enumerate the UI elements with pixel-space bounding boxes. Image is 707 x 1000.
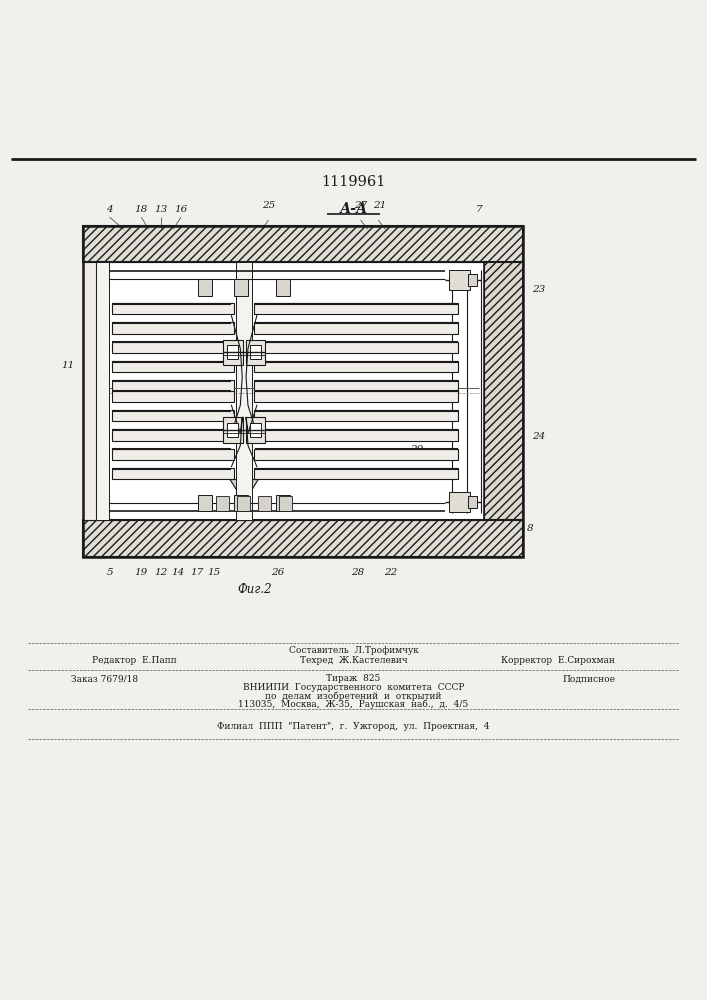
- Bar: [254, 361, 458, 372]
- Bar: [484, 262, 523, 520]
- Text: 21: 21: [373, 201, 386, 210]
- Text: 14: 14: [172, 568, 185, 577]
- Text: 16: 16: [175, 205, 187, 214]
- Bar: [279, 496, 292, 511]
- Bar: [449, 492, 470, 512]
- Bar: [83, 262, 96, 520]
- Text: 7: 7: [476, 205, 483, 214]
- Bar: [254, 303, 458, 314]
- Text: 19: 19: [135, 568, 148, 577]
- Bar: [223, 340, 243, 365]
- Bar: [96, 262, 484, 520]
- Text: Тираж  825: Тираж 825: [327, 674, 380, 683]
- Bar: [112, 303, 234, 314]
- Text: 4: 4: [106, 205, 113, 214]
- Bar: [245, 340, 265, 365]
- Bar: [83, 520, 523, 557]
- Text: 8: 8: [527, 524, 534, 533]
- Bar: [245, 417, 265, 443]
- Bar: [254, 391, 458, 402]
- Text: 15: 15: [207, 568, 220, 577]
- Text: 29: 29: [411, 445, 423, 454]
- Bar: [254, 468, 458, 479]
- Text: Редактор  Е.Папп: Редактор Е.Папп: [92, 656, 177, 665]
- Bar: [254, 342, 458, 353]
- Bar: [468, 496, 477, 508]
- Bar: [112, 322, 234, 334]
- Polygon shape: [230, 479, 258, 502]
- Bar: [112, 429, 234, 441]
- Text: Корректор  Е.Сирохман: Корректор Е.Сирохман: [501, 656, 615, 665]
- Bar: [254, 380, 458, 392]
- Text: 25: 25: [262, 201, 275, 210]
- Text: Составитель  Л.Трофимчук: Составитель Л.Трофимчук: [288, 646, 419, 655]
- Bar: [112, 361, 234, 372]
- Bar: [254, 410, 458, 421]
- Bar: [198, 495, 212, 511]
- Bar: [276, 495, 290, 511]
- Text: ВНИИПИ  Государственного  комитета  СССР: ВНИИПИ Государственного комитета СССР: [243, 683, 464, 692]
- Bar: [112, 468, 234, 479]
- Bar: [449, 270, 470, 290]
- Text: 17: 17: [190, 568, 203, 577]
- Bar: [484, 262, 523, 520]
- Text: 13: 13: [155, 205, 168, 214]
- Text: 22: 22: [385, 568, 397, 577]
- Text: 29: 29: [411, 325, 423, 334]
- Text: 24: 24: [532, 432, 545, 441]
- Text: 26: 26: [271, 568, 284, 577]
- Bar: [112, 410, 234, 421]
- Text: Подписное: Подписное: [562, 674, 615, 683]
- Bar: [223, 417, 243, 443]
- Bar: [254, 322, 458, 334]
- Text: по  делам  изобретений  и  открытий: по делам изобретений и открытий: [265, 691, 442, 701]
- Bar: [236, 262, 252, 520]
- Text: Техред  Ж.Кастелевич: Техред Ж.Кастелевич: [300, 656, 407, 665]
- Bar: [254, 429, 458, 441]
- Text: 23: 23: [532, 285, 545, 294]
- Bar: [227, 423, 238, 437]
- Bar: [83, 226, 523, 557]
- Bar: [96, 262, 109, 520]
- Text: Заказ 7679/18: Заказ 7679/18: [71, 674, 138, 683]
- Text: 28: 28: [351, 568, 364, 577]
- Bar: [468, 274, 477, 286]
- Bar: [250, 423, 261, 437]
- Text: Филиал  ППП  "Патент",  г.  Ужгород,  ул.  Проектная,  4: Филиал ППП "Патент", г. Ужгород, ул. Про…: [217, 722, 490, 731]
- Bar: [250, 345, 261, 359]
- Bar: [198, 279, 212, 296]
- Text: 5: 5: [106, 568, 113, 577]
- Bar: [216, 496, 228, 511]
- Bar: [83, 226, 523, 262]
- Bar: [233, 495, 247, 511]
- Bar: [258, 496, 271, 511]
- Text: 1119961: 1119961: [321, 175, 386, 189]
- Text: 12: 12: [155, 568, 168, 577]
- Bar: [83, 226, 523, 262]
- Bar: [112, 342, 234, 353]
- Text: 11: 11: [62, 361, 74, 370]
- Text: Фиг.2: Фиг.2: [238, 583, 271, 596]
- Bar: [227, 345, 238, 359]
- Bar: [112, 380, 234, 392]
- Bar: [233, 279, 247, 296]
- Bar: [276, 279, 290, 296]
- Bar: [254, 449, 458, 460]
- Bar: [237, 496, 250, 511]
- Bar: [83, 520, 523, 557]
- Text: 18: 18: [135, 205, 148, 214]
- Text: 27: 27: [354, 201, 367, 210]
- Bar: [112, 449, 234, 460]
- Bar: [112, 391, 234, 402]
- Text: 113035,  Москва,  Ж-35,  Раушская  наб.,  д.  4/5: 113035, Москва, Ж-35, Раушская наб., д. …: [238, 700, 469, 709]
- Text: А-А: А-А: [339, 202, 368, 216]
